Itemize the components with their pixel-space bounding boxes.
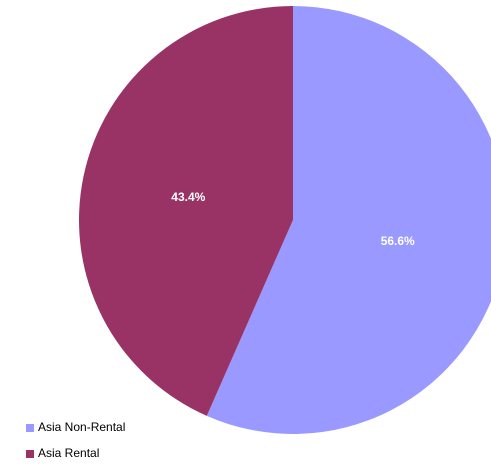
legend-swatch	[26, 450, 34, 458]
pie-slice	[79, 6, 293, 416]
pie-slice	[206, 6, 491, 434]
legend-label: Asia Rental	[38, 446, 99, 460]
slice-label: 43.4%	[171, 190, 205, 204]
legend-label: Asia Non-Rental	[38, 420, 125, 434]
slice-label: 56.6%	[381, 234, 415, 248]
legend-swatch	[26, 424, 34, 432]
